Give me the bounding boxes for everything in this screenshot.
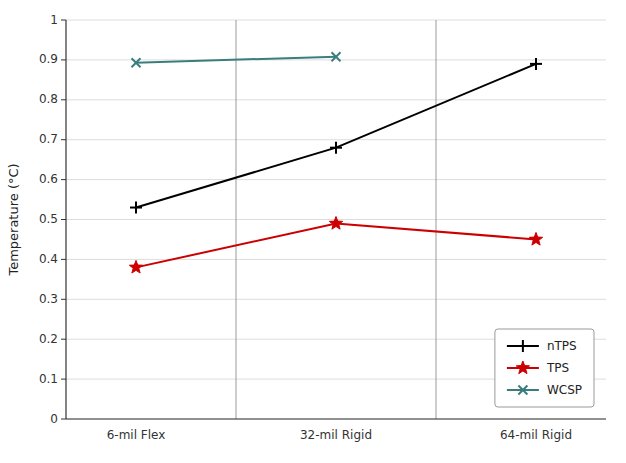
legend-label: nTPS xyxy=(547,339,577,353)
legend-marker xyxy=(517,340,529,352)
y-tick xyxy=(61,259,66,260)
y-tick-label: 0.6 xyxy=(39,172,58,186)
y-tick-label: 0.3 xyxy=(39,292,58,306)
series-line xyxy=(136,64,536,208)
point-marker xyxy=(330,142,342,154)
point-marker xyxy=(132,58,141,67)
x-axis xyxy=(66,418,606,419)
y-tick-label: 0.5 xyxy=(39,212,58,226)
x-tick-label: 64-mil Rigid xyxy=(500,428,572,442)
y-tick xyxy=(61,219,66,220)
y-axis-label: Temperature (°C) xyxy=(6,163,21,276)
y-tick xyxy=(61,419,66,420)
legend-label: WCSP xyxy=(547,383,582,397)
legend-marker xyxy=(516,361,529,374)
grid-line xyxy=(66,259,606,260)
y-tick-label: 0.2 xyxy=(39,332,58,346)
grid-line xyxy=(66,139,606,140)
y-tick-label: 0 xyxy=(50,412,58,426)
grid-line xyxy=(66,179,606,180)
y-tick-label: 0.7 xyxy=(39,132,58,146)
y-tick xyxy=(61,59,66,60)
y-tick-label: 0.4 xyxy=(39,252,58,266)
y-axis xyxy=(65,20,66,419)
x-tick-label: 32-mil Rigid xyxy=(300,428,372,442)
grid-line xyxy=(66,299,606,300)
y-tick xyxy=(61,379,66,380)
y-tick-label: 0.8 xyxy=(39,92,58,106)
point-marker xyxy=(530,58,542,70)
legend-marker xyxy=(518,386,527,395)
legend-label: TPS xyxy=(546,361,569,375)
y-tick xyxy=(61,139,66,140)
point-marker xyxy=(129,260,142,273)
series-line xyxy=(136,57,336,63)
legend: nTPS TPS WCSP xyxy=(495,329,594,407)
grid-line xyxy=(66,59,606,60)
point-marker xyxy=(130,202,142,214)
plot-area xyxy=(129,52,542,273)
point-marker xyxy=(529,232,542,245)
y-tick xyxy=(61,339,66,340)
grid-line xyxy=(66,99,606,100)
y-tick xyxy=(61,299,66,300)
point-marker xyxy=(332,52,341,61)
y-tick-label: 0.1 xyxy=(39,372,58,386)
grid-line xyxy=(66,419,606,420)
y-tick-label: 1 xyxy=(50,13,58,27)
chart: 0 0.1 0.2 0.3 0.4 0.5 0.6 0.7 0.8 0.9 1 6-mil Flex 3… xyxy=(0,0,626,463)
category-separator xyxy=(236,20,237,419)
y-tick xyxy=(61,20,66,21)
grid xyxy=(66,20,606,419)
x-tick-label: 6-mil Flex xyxy=(107,428,166,442)
grid-line xyxy=(66,20,606,21)
category-separator xyxy=(436,20,437,419)
y-tick xyxy=(61,179,66,180)
series-line xyxy=(136,223,536,267)
y-tick-label: 0.9 xyxy=(39,52,58,66)
point-marker xyxy=(329,216,342,229)
y-tick xyxy=(61,99,66,100)
